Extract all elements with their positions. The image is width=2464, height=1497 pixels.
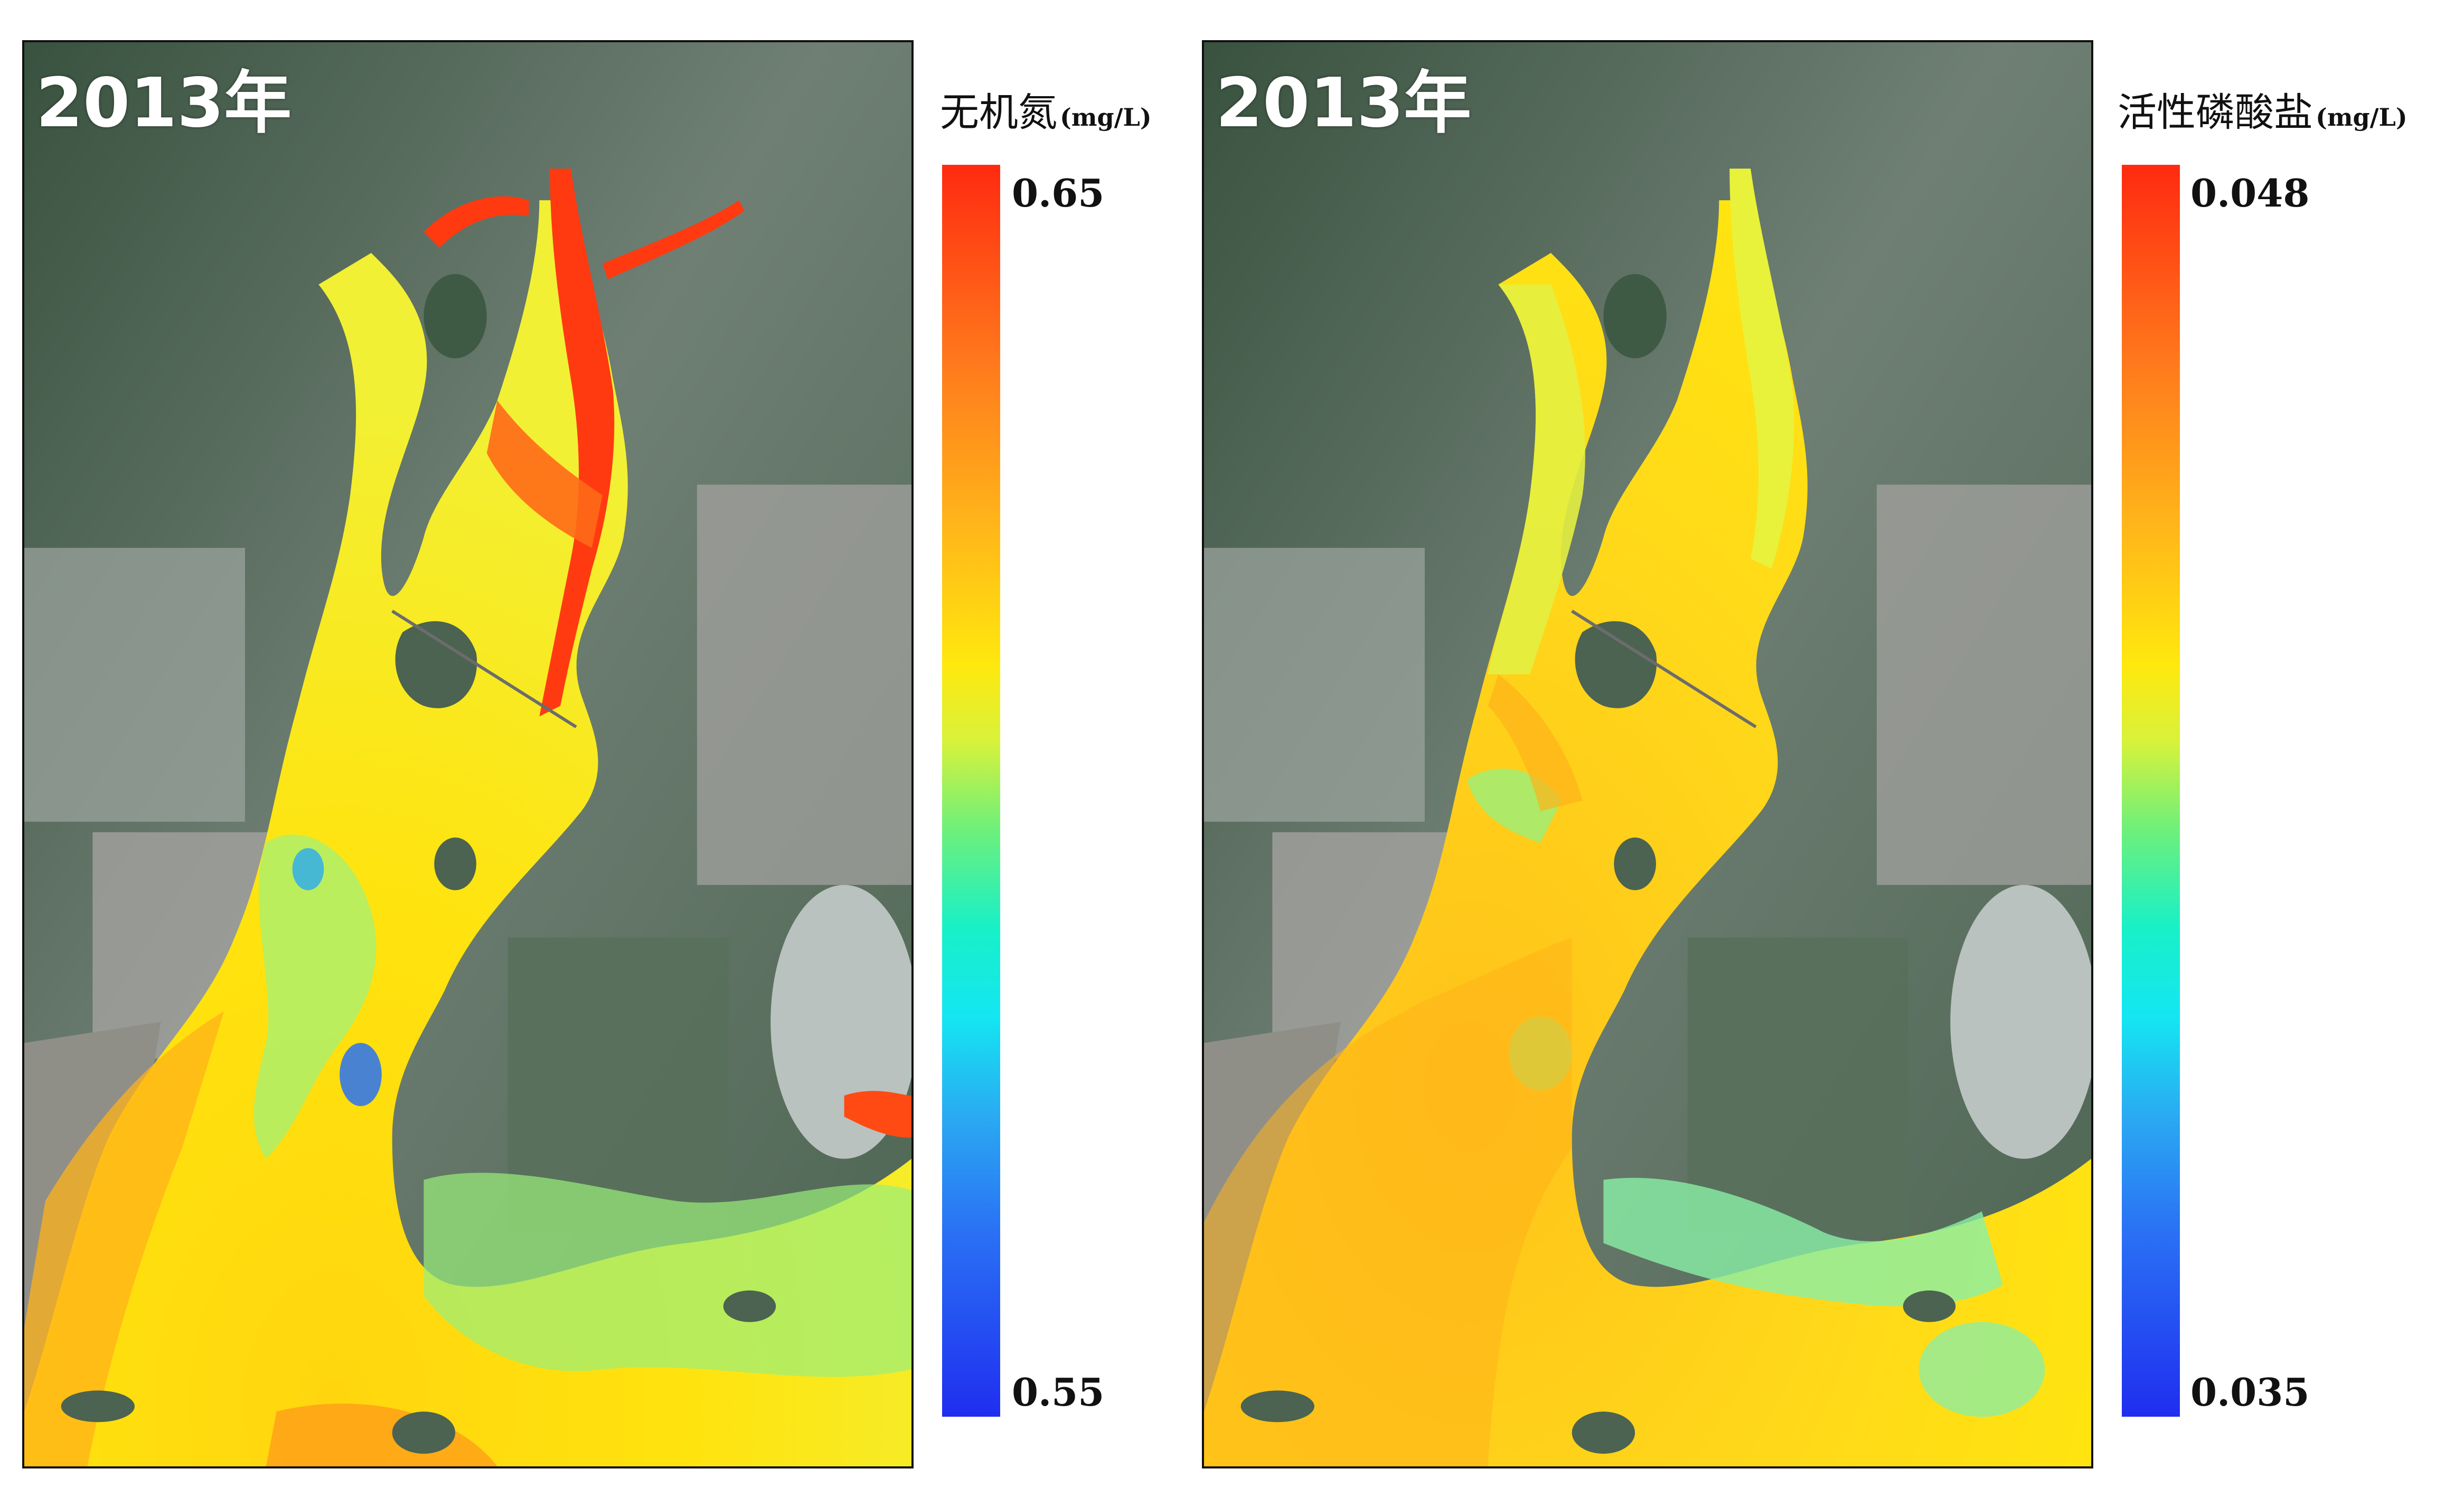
island bbox=[424, 274, 487, 359]
legend-unit: (mg/L) bbox=[2316, 103, 2407, 132]
legend-unit: (mg/L) bbox=[1060, 103, 1152, 132]
water-lowest-spot bbox=[340, 1043, 382, 1107]
water-mid-channel bbox=[1488, 284, 1585, 675]
island bbox=[1240, 1390, 1315, 1423]
satellite-map bbox=[1204, 42, 2091, 1466]
bay-water bbox=[770, 885, 911, 1159]
island bbox=[1572, 1411, 1635, 1454]
colorbar bbox=[2122, 165, 2180, 1417]
water-high-area bbox=[486, 400, 603, 548]
water-low-patch bbox=[253, 834, 377, 1159]
map-active-phosphate: 2013年 bbox=[1202, 40, 2093, 1468]
water-mid-channel bbox=[1729, 169, 1794, 569]
urban-area bbox=[697, 484, 911, 885]
island bbox=[392, 1411, 456, 1454]
colorbar-max-label: 0.048 bbox=[2190, 171, 2310, 216]
bay-water bbox=[1950, 885, 2091, 1159]
urban-area bbox=[24, 548, 246, 822]
map-inorganic-nitrogen: 2013年 bbox=[22, 40, 914, 1468]
island bbox=[1903, 1290, 1956, 1322]
legend-variable-name: 无机氮 bbox=[940, 90, 1057, 135]
island bbox=[1614, 837, 1656, 891]
legend-title: 活性磷酸盐 (mg/L) bbox=[2118, 93, 2407, 132]
water-low-patch bbox=[1918, 1322, 2045, 1417]
island bbox=[434, 837, 476, 891]
colorbar-min-label: 0.55 bbox=[1012, 1370, 1105, 1415]
island bbox=[1575, 621, 1657, 708]
island bbox=[61, 1390, 135, 1423]
bridge bbox=[391, 610, 577, 728]
island bbox=[395, 621, 477, 708]
water-high-channel bbox=[602, 200, 745, 279]
water-low-spot bbox=[292, 848, 324, 891]
island bbox=[1603, 274, 1667, 359]
water-high-channel bbox=[424, 196, 529, 248]
satellite-map bbox=[24, 42, 911, 1466]
water-high-channel bbox=[539, 169, 615, 717]
colorbar-min-label: 0.035 bbox=[2190, 1370, 2310, 1415]
water-mid-high-area bbox=[1204, 937, 1572, 1466]
island bbox=[723, 1290, 776, 1322]
year-label: 2013年 bbox=[1216, 64, 1472, 143]
water-mid-high-band bbox=[24, 1011, 224, 1466]
bridge bbox=[1571, 610, 1757, 728]
legend-title: 无机氮 (mg/L) bbox=[940, 93, 1152, 132]
colorbar-max-label: 0.65 bbox=[1012, 171, 1105, 216]
water-mid-high-area bbox=[1488, 674, 1583, 811]
legend-variable-name: 活性磷酸盐 bbox=[2118, 90, 2313, 135]
year-label: 2013年 bbox=[36, 64, 292, 143]
water-high-area bbox=[844, 1091, 911, 1138]
water-low-patch bbox=[424, 1173, 911, 1377]
water-low-patch bbox=[1603, 1177, 2003, 1306]
urban-area bbox=[1876, 484, 2091, 885]
urban-area bbox=[1204, 548, 1425, 822]
colorbar bbox=[942, 165, 1000, 1417]
estuary-water bbox=[24, 200, 911, 1466]
forest-area bbox=[1687, 937, 1908, 1233]
